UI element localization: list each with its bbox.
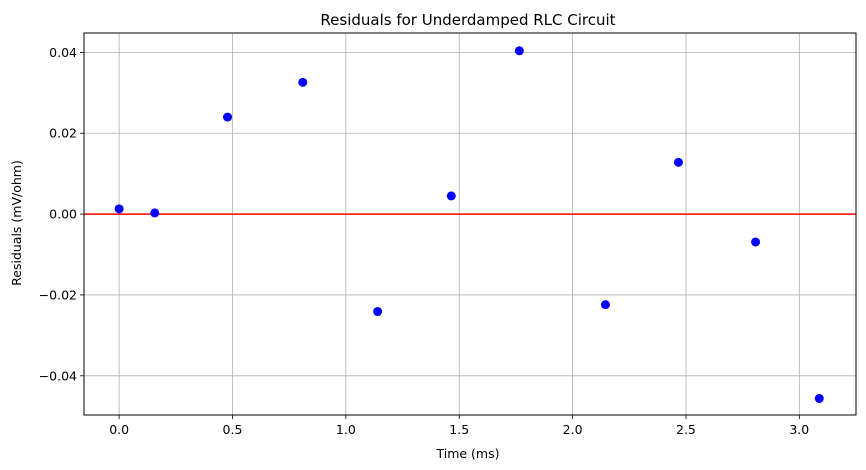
data-point — [814, 393, 824, 403]
x-tick-label: 2.5 — [676, 422, 696, 437]
x-tick-label: 0.0 — [109, 422, 129, 437]
y-tick-label: 0.04 — [49, 45, 77, 60]
y-tick-label: −0.04 — [39, 368, 77, 383]
data-points — [114, 46, 824, 403]
chart-title: Residuals for Underdamped RLC Circuit — [320, 11, 615, 29]
data-point — [446, 191, 456, 201]
data-point — [514, 46, 524, 56]
x-tick-label: 3.0 — [789, 422, 809, 437]
plot-frame — [83, 32, 857, 416]
data-point — [751, 237, 761, 247]
y-tick-label: 0.02 — [49, 126, 77, 141]
x-axis-ticks: 0.0 0.5 1.0 1.5 2.0 2.5 3.0 — [109, 415, 809, 437]
grid-lines — [84, 33, 856, 415]
y-tick-label: 0.00 — [49, 207, 77, 222]
data-point — [673, 157, 683, 167]
data-point — [150, 208, 160, 218]
x-axis-label: Time (ms) — [435, 446, 499, 461]
x-tick-label: 1.0 — [336, 422, 356, 437]
y-tick-label: −0.02 — [39, 287, 77, 302]
x-tick-label: 0.5 — [223, 422, 243, 437]
data-point — [114, 204, 124, 214]
data-point — [600, 300, 610, 310]
x-tick-label: 1.5 — [449, 422, 469, 437]
data-point — [373, 307, 383, 317]
y-axis-ticks: −0.04 −0.02 0.00 0.02 0.04 — [39, 45, 84, 383]
data-point — [223, 112, 233, 122]
data-point — [298, 77, 308, 87]
x-tick-label: 2.0 — [563, 422, 583, 437]
y-axis-label: Residuals (mV/ohm) — [9, 160, 24, 286]
